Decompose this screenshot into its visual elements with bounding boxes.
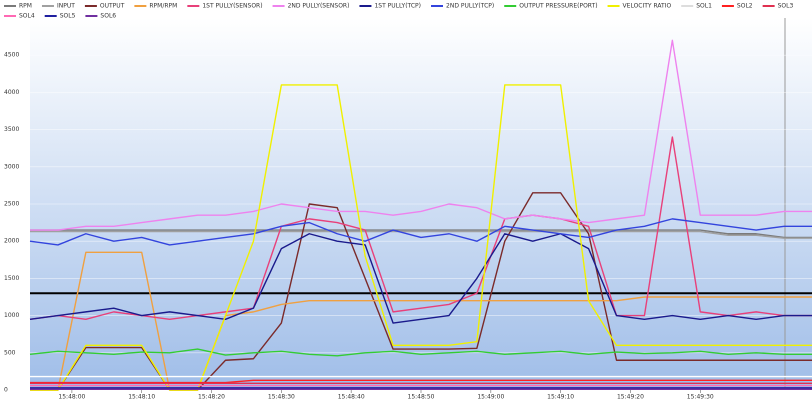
series-line [29,218,812,246]
series-line [30,379,812,384]
series-line [30,39,812,231]
legend-item: SOL1 [681,3,712,10]
legend-item: 1ST PULLY(TCP) [359,3,421,10]
legend-item: OUTPUT [84,3,125,10]
legend-label: SOL5 [60,13,76,20]
legend-item: SOL5 [44,13,76,20]
legend-label: SOL1 [696,3,712,10]
grid [30,54,812,391]
legend-label: SOL6 [100,13,116,20]
series-line [29,348,812,357]
x-tick-label: 15:48:20 [198,394,225,401]
legend-label: SOL2 [737,3,753,10]
legend-item: INPUT [41,3,75,10]
legend-item: OUTPUT PRESSURE(PORT) [504,3,598,10]
legend-item: 1ST PULLY(SENSOR) [187,3,263,10]
legend-item: 2ND PULLY(SENSOR) [272,3,350,10]
legend-item: SOL3 [762,3,794,10]
y-tick-label: 2500 [4,201,19,208]
x-tick-label: 15:49:00 [477,394,504,401]
x-tick-label: 15:48:30 [268,394,295,401]
legend-label: SOL3 [778,3,794,10]
legend-item: SOL2 [721,3,753,10]
series-line [29,233,812,324]
legend-label: 1ST PULLY(SENSOR) [202,3,262,10]
series-line [30,84,812,391]
legend-item: SOL4 [4,13,35,20]
legend-label: SOL4 [19,13,35,20]
legend-label: OUTPUT [100,3,125,10]
axes: 0 500 1000 1500 2000 2500 3000 3500 4000 4500 15:4… [4,52,714,401]
legend-label: INPUT [57,3,75,10]
series-line [30,251,812,391]
y-tick-label: 2000 [4,238,19,245]
legend-label: VELOCITY RATIO [623,3,672,10]
x-tick-label: 15:48:10 [128,394,155,401]
y-tick-label: 1000 [4,312,19,319]
x-tick-label: 15:49:10 [547,394,574,401]
legend-item: RPM/RPM [134,3,177,10]
y-tick-label: 500 [4,349,16,356]
legend-label: OUTPUT PRESSURE(PORT) [519,3,597,10]
legend-label: 2ND PULLY(SENSOR) [288,3,350,10]
y-tick-label: 1500 [4,275,19,282]
legend-item: RPM [4,3,32,10]
legend-item: 2ND PULLY(TCP) [431,3,494,10]
legend-label: 1ST PULLY(TCP) [374,3,421,10]
legend: RPM INPUT OUTPUT RPM/RPM 1ST PULLY(SENSOR) 2N… [4,3,793,20]
legend-item: SOL6 [85,13,116,20]
series-line [30,229,812,239]
y-tick-label: 4500 [4,52,19,59]
y-tick-label: 3500 [4,126,19,133]
y-tick-label: 4000 [4,89,19,96]
x-tick-label: 15:48:00 [58,394,85,401]
x-tick-label: 15:48:50 [408,394,435,401]
x-tick-label: 15:49:20 [617,394,644,401]
legend-item: VELOCITY RATIO [607,3,672,10]
series-line [30,230,812,239]
y-tick-label: 3000 [4,163,19,170]
legend-label: 2ND PULLY(TCP) [446,3,494,10]
legend-label: RPM/RPM [149,3,177,10]
x-tick-label: 15:48:40 [338,394,365,401]
x-tick-label: 15:49:30 [687,394,714,401]
lines [29,39,812,391]
legend-label: RPM [19,3,32,10]
series-line [29,136,812,321]
y-tick-label: 0 [4,387,8,394]
